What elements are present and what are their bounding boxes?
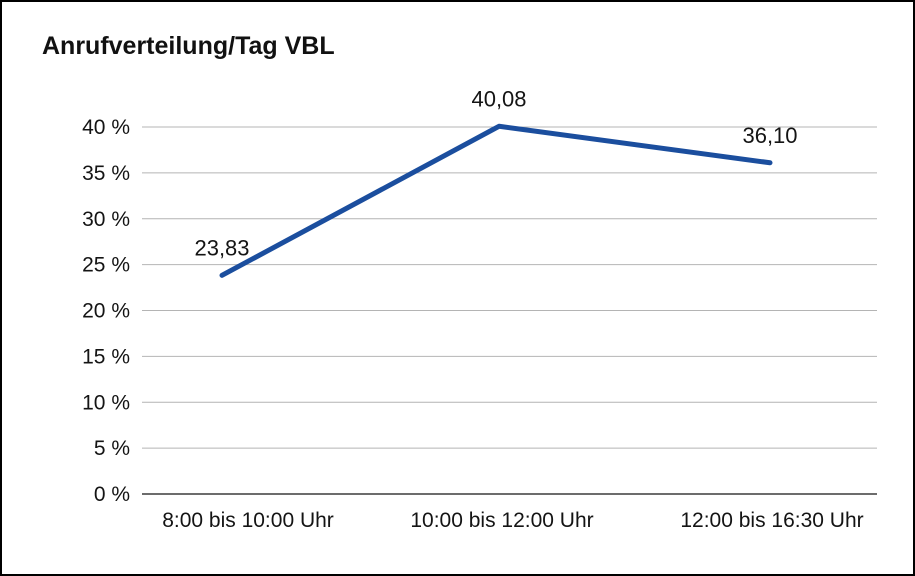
y-tick-label: 10 % — [82, 391, 130, 414]
chart-title: Anrufverteilung/Tag VBL — [42, 32, 335, 60]
x-axis-label: 12:00 bis 16:30 Uhr — [680, 509, 863, 532]
y-tick-label: 40 % — [82, 116, 130, 139]
data-point-label: 23,83 — [194, 235, 249, 260]
y-tick-label: 25 % — [82, 254, 130, 277]
y-tick-label: 15 % — [82, 345, 130, 368]
data-point-label: 40,08 — [471, 86, 526, 111]
x-axis-label: 10:00 bis 12:00 Uhr — [410, 509, 593, 532]
y-tick-label: 0 % — [94, 483, 130, 506]
x-axis-label: 8:00 bis 10:00 Uhr — [162, 509, 334, 532]
y-tick-label: 35 % — [82, 162, 130, 185]
y-tick-label: 20 % — [82, 300, 130, 323]
y-tick-label: 5 % — [94, 437, 130, 460]
data-point-label: 36,10 — [742, 123, 797, 148]
y-tick-label: 30 % — [82, 208, 130, 231]
data-line — [219, 123, 773, 278]
